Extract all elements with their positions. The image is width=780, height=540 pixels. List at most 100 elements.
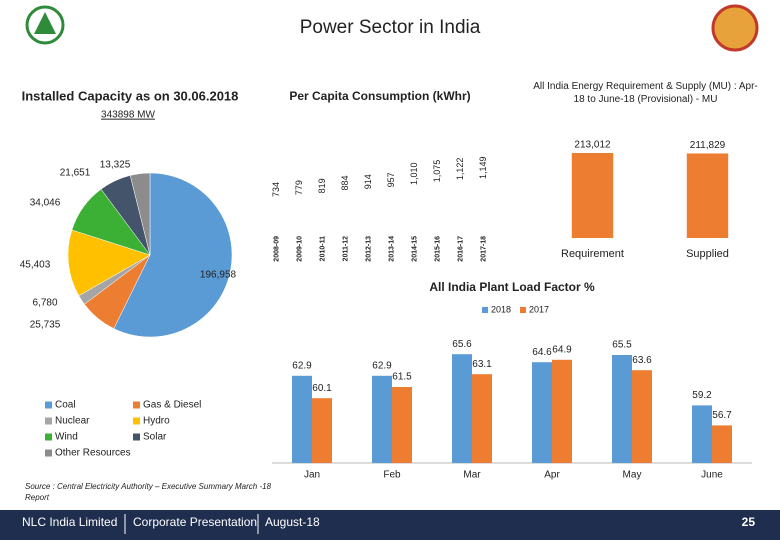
bar: [532, 362, 552, 463]
data-label: 914: [363, 174, 373, 189]
bar: [372, 375, 392, 463]
footer-band: [0, 510, 780, 540]
pie-slice: [129, 172, 151, 256]
data-label: 45,403: [20, 260, 51, 271]
data-label: 25,735: [30, 320, 61, 331]
page-number: 25: [742, 515, 756, 529]
x-tick-label: 2014-15: [411, 236, 418, 262]
data-label: 211,829: [690, 140, 726, 151]
footer-date: August-18: [265, 515, 320, 529]
bar: [472, 374, 492, 463]
bar: [292, 375, 312, 463]
x-tick-label: June: [701, 470, 723, 481]
pie-slice: [113, 172, 233, 338]
chart-title: Per Capita Consumption (kWhr): [289, 89, 470, 103]
data-label: 957: [386, 172, 396, 187]
bar: [315, 196, 330, 232]
bar: [384, 190, 399, 232]
x-tick-label: Apr: [544, 470, 560, 481]
legend-swatch: [520, 307, 526, 313]
legend-label: Solar: [143, 432, 167, 443]
bar: [612, 355, 632, 463]
bar: [407, 188, 422, 232]
data-label: 1,149: [478, 156, 488, 179]
x-tick-label: Supplied: [686, 248, 729, 260]
x-tick-label: 2015-16: [434, 236, 441, 262]
bar: [392, 387, 412, 463]
bar: [269, 200, 284, 232]
x-tick-label: Requirement: [561, 248, 624, 260]
legend-swatch: [45, 449, 52, 457]
legend-label: 2017: [529, 304, 549, 314]
x-tick-label: 2008-09: [273, 236, 280, 262]
data-label: 62.9: [372, 360, 392, 371]
pie-slice: [67, 229, 151, 297]
bar: [292, 198, 307, 232]
legend-swatch: [45, 401, 52, 409]
legend-swatch: [45, 417, 52, 425]
data-label: 779: [294, 180, 304, 195]
bar: [686, 153, 729, 238]
x-tick-label: 2012-13: [365, 236, 372, 262]
bar: [571, 153, 614, 238]
data-label: 64.9: [552, 344, 572, 355]
x-tick-label: 2013-14: [388, 236, 395, 262]
data-label: 1,122: [455, 158, 465, 181]
data-label: 734: [271, 182, 281, 197]
footer-presentation: Corporate Presentation: [133, 515, 257, 529]
legend-label: Other Resources: [55, 448, 131, 459]
bar: [632, 370, 652, 463]
bar: [453, 183, 468, 232]
logo-mark: [34, 12, 56, 34]
data-label: 65.6: [452, 339, 472, 350]
legend-label: Nuclear: [55, 416, 90, 427]
x-tick-label: Jan: [304, 470, 320, 481]
legend-swatch: [45, 433, 52, 441]
bar: [312, 398, 332, 463]
data-label: 884: [340, 176, 350, 191]
data-label: 62.9: [292, 360, 312, 371]
legend-label: 2018: [491, 304, 511, 314]
data-label: 13,325: [100, 160, 131, 171]
footer-company: NLC India Limited: [22, 515, 117, 529]
data-label: 819: [317, 178, 327, 193]
data-label: 61.5: [392, 372, 412, 383]
x-tick-label: 2016-17: [457, 236, 464, 262]
x-tick-label: Feb: [383, 470, 401, 481]
bar: [712, 425, 732, 463]
legend-swatch: [482, 307, 488, 313]
x-tick-label: 2010-11: [319, 236, 326, 261]
x-tick-label: 2011-12: [342, 236, 349, 261]
data-label: 65.5: [612, 340, 632, 351]
bar: [692, 405, 712, 463]
logo: [25, 5, 65, 45]
legend-label: Wind: [55, 432, 78, 443]
data-label: 1,075: [432, 160, 442, 183]
data-label: 63.6: [632, 355, 652, 366]
legend-swatch: [133, 433, 140, 441]
legend-label: Gas & Diesel: [143, 400, 201, 411]
data-label: 64.6: [532, 347, 552, 358]
legend-label: Hydro: [143, 416, 170, 427]
data-label: 59.2: [692, 390, 712, 401]
bar: [430, 185, 445, 232]
data-label: 60.1: [312, 383, 332, 394]
data-label: 196,958: [200, 270, 237, 281]
x-tick-label: Mar: [463, 470, 481, 481]
emblem: [711, 4, 759, 52]
x-tick-label: 2009-10: [296, 236, 303, 262]
bar: [361, 192, 376, 232]
data-label: 56.7: [712, 410, 732, 421]
legend-swatch: [133, 401, 140, 409]
bar: [338, 193, 353, 232]
source-note: Source : Central Electricity Authority –…: [25, 482, 272, 502]
legend-label: Coal: [55, 400, 76, 411]
chart-title: Installed Capacity as on 30.06.2018: [22, 88, 239, 103]
bar: [552, 359, 572, 463]
legend-swatch: [133, 417, 140, 425]
data-label: 6,780: [32, 298, 57, 309]
x-tick-label: 2017-18: [480, 236, 487, 262]
chart-subtitle: 343898 MW: [101, 110, 155, 121]
